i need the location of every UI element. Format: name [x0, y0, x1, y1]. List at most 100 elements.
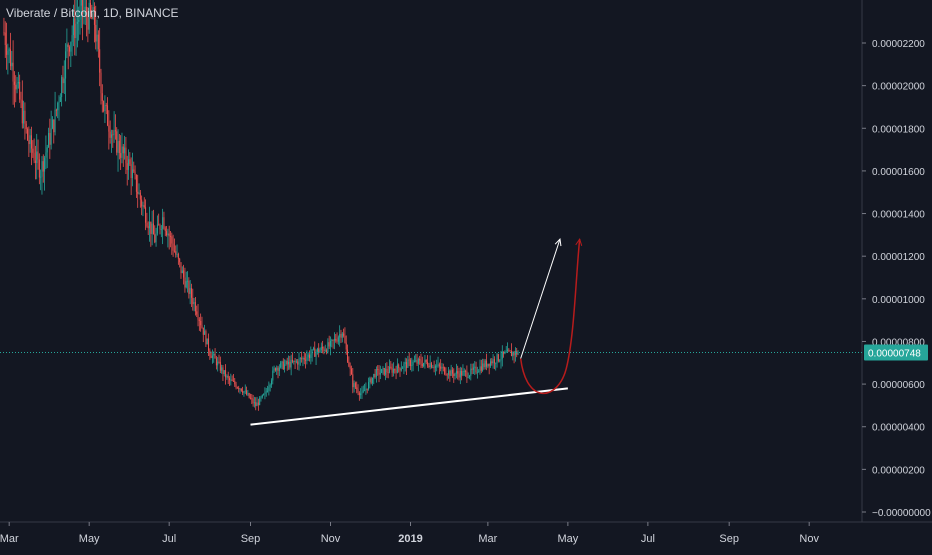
candle-body: [323, 348, 325, 351]
candle-body: [177, 254, 179, 259]
candle-body: [48, 133, 50, 148]
chart-title: Viberate / Bitcoin, 1D, BINANCE: [6, 6, 179, 20]
candle-body: [449, 370, 451, 376]
candle-body: [512, 352, 514, 357]
candle-body: [69, 46, 71, 52]
candle-body: [293, 360, 295, 362]
candle-body: [409, 360, 411, 366]
candle-body: [76, 21, 78, 24]
candle-body: [318, 348, 320, 353]
candle-body: [280, 362, 282, 368]
candle-body: [46, 147, 48, 153]
candle-body: [156, 224, 158, 234]
candle-body: [159, 225, 161, 230]
candle-body: [421, 363, 423, 367]
candle-body: [350, 368, 352, 375]
candle-body: [365, 388, 367, 391]
candle-body: [24, 110, 26, 124]
candle-body: [423, 362, 425, 367]
candle-body: [120, 153, 122, 158]
x-tick-label: Sep: [241, 533, 261, 545]
candle-body: [302, 357, 304, 360]
candle-body: [219, 361, 221, 371]
x-tick-label: May: [557, 533, 578, 545]
candle-body: [45, 152, 47, 158]
candle-body: [454, 373, 456, 376]
candle-body: [109, 131, 111, 138]
candle-body: [107, 105, 109, 126]
candle-body: [41, 161, 43, 177]
candle-body: [451, 369, 453, 374]
candle-body: [360, 393, 362, 396]
candle-body: [218, 361, 220, 363]
candle-body: [277, 367, 279, 371]
candle-body: [488, 363, 490, 367]
candle-body: [99, 49, 101, 73]
candle-body: [340, 333, 342, 338]
candle-body: [349, 366, 351, 369]
candle-body: [172, 243, 174, 251]
candle-body: [30, 135, 32, 149]
candle-body: [429, 363, 431, 368]
candle-body: [135, 175, 137, 192]
candle-body: [16, 83, 18, 90]
candle-body: [53, 119, 55, 133]
candle-body: [394, 369, 396, 371]
candle-body: [462, 371, 464, 376]
candle-body: [263, 394, 265, 395]
candle-body: [66, 44, 68, 52]
candle-body: [295, 361, 297, 363]
candle-body: [285, 361, 287, 365]
candle-body: [230, 379, 232, 381]
candle-body: [86, 6, 88, 17]
candle-body: [345, 342, 347, 350]
candle-body: [272, 370, 274, 381]
candle-body: [307, 354, 309, 358]
candle-body: [34, 160, 36, 163]
candle-body: [392, 369, 394, 373]
candle-body: [282, 361, 284, 370]
candle-body: [62, 77, 64, 84]
candle-body: [385, 368, 387, 375]
candle-body: [146, 222, 148, 227]
candle-body: [152, 223, 154, 235]
candle-body: [310, 354, 312, 359]
candle-body: [200, 320, 202, 326]
candle-body: [500, 358, 502, 361]
candle-body: [463, 370, 465, 372]
candle-body: [480, 366, 482, 371]
candle-body: [299, 358, 301, 359]
x-tick-label: Sep: [719, 533, 739, 545]
candle-body: [236, 387, 238, 389]
candle-body: [362, 390, 364, 392]
candle-body: [67, 44, 69, 47]
candle-body: [391, 367, 393, 373]
candle-body: [21, 100, 23, 124]
candle-body: [19, 81, 21, 100]
support-trendline: [250, 387, 568, 426]
candle-body: [375, 369, 377, 378]
candle-body: [457, 371, 459, 374]
candle-body: [335, 338, 337, 341]
candle-body: [134, 171, 136, 176]
candle-body: [249, 397, 251, 399]
candle-body: [74, 18, 76, 39]
candle-body: [326, 350, 328, 352]
candle-body: [366, 388, 368, 390]
candle-body: [369, 378, 371, 383]
candle-body: [493, 359, 495, 364]
candle-body: [129, 159, 131, 165]
candle-body: [202, 327, 204, 335]
candle-body: [171, 236, 173, 244]
candle-body: [261, 394, 263, 398]
candle-body: [269, 384, 271, 388]
candle-body: [192, 297, 194, 305]
candle-body: [143, 205, 145, 208]
candle-body: [303, 357, 305, 360]
candle-body: [187, 280, 189, 282]
candle-body: [312, 348, 314, 350]
candle-body: [341, 333, 343, 338]
candle-body: [331, 339, 333, 341]
